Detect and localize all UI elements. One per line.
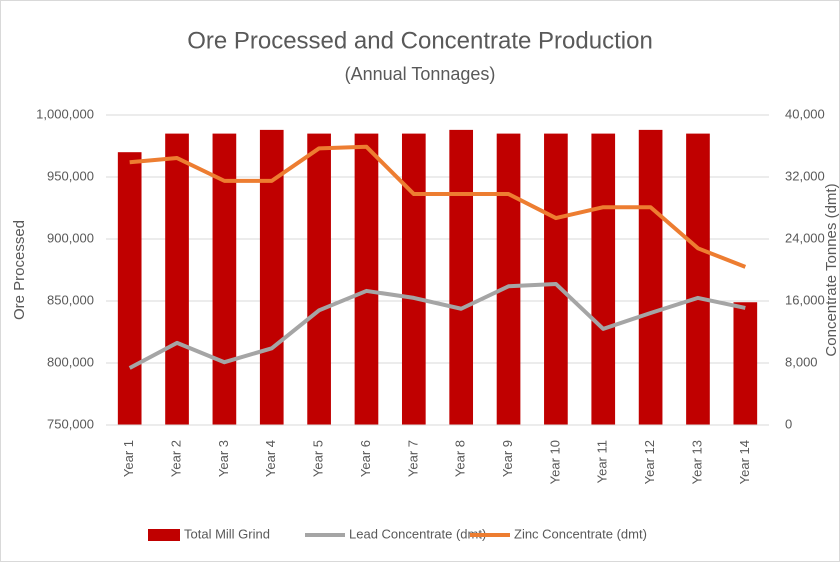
x-tick-label: Year 5 xyxy=(311,440,326,477)
x-tick-label: Year 9 xyxy=(500,440,515,477)
bar xyxy=(165,133,189,425)
legend-label: Lead Concentrate (dmt) xyxy=(349,526,486,541)
y-tick-label: 850,000 xyxy=(47,292,94,307)
bar xyxy=(401,133,426,425)
bar xyxy=(212,133,237,425)
x-tick-label: Year 1 xyxy=(121,440,136,477)
x-tick-label: Year 8 xyxy=(453,440,468,477)
x-tick-label: Year 14 xyxy=(737,440,752,484)
x-tick-label: Year 6 xyxy=(358,440,373,477)
y-tick-label: 900,000 xyxy=(47,230,94,245)
line xyxy=(129,144,747,269)
y2-tick-label: 8,000 xyxy=(785,354,818,369)
y-axis-title: Ore Processed xyxy=(11,220,28,320)
y2-tick-label: 0 xyxy=(785,416,792,431)
legend-label: Zinc Concentrate (dmt) xyxy=(514,526,647,541)
bar xyxy=(638,129,663,425)
y2-tick-label: 24,000 xyxy=(785,230,825,245)
y2-tick-label: 16,000 xyxy=(785,292,825,307)
x-tick-label: Year 4 xyxy=(263,440,278,477)
bar xyxy=(117,152,142,425)
y-tick-label: 800,000 xyxy=(47,354,94,369)
bar xyxy=(449,129,474,425)
bar xyxy=(354,133,379,425)
x-tick-label: Year 11 xyxy=(595,440,610,483)
x-tick-label: Year 7 xyxy=(405,440,420,477)
bar xyxy=(544,133,568,425)
y-tick-label: 750,000 xyxy=(47,416,94,431)
legend-label: Total Mill Grind xyxy=(184,526,270,541)
x-tick-label: Year 13 xyxy=(689,440,704,484)
x-tick-label: Year 2 xyxy=(168,440,183,477)
bar xyxy=(591,133,616,425)
y2-axis-title: Concentrate Tonnes (dmt) xyxy=(823,183,840,356)
x-tick-label: Year 12 xyxy=(642,440,657,484)
y2-tick-label: 32,000 xyxy=(785,168,825,183)
y-tick-label: 1,000,000 xyxy=(36,106,94,121)
bar xyxy=(496,133,521,425)
x-tick-label: Year 10 xyxy=(547,440,562,484)
chart-subtitle: (Annual Tonnages) xyxy=(345,64,496,84)
y-tick-label: 950,000 xyxy=(47,168,94,183)
bar xyxy=(686,133,710,425)
line xyxy=(128,281,746,370)
bar xyxy=(733,302,758,425)
bar xyxy=(307,133,331,425)
legend-swatch xyxy=(148,529,180,541)
x-tick-label: Year 3 xyxy=(216,440,231,477)
chart-title: Ore Processed and Concentrate Production xyxy=(187,27,653,54)
y2-tick-label: 40,000 xyxy=(785,106,825,121)
